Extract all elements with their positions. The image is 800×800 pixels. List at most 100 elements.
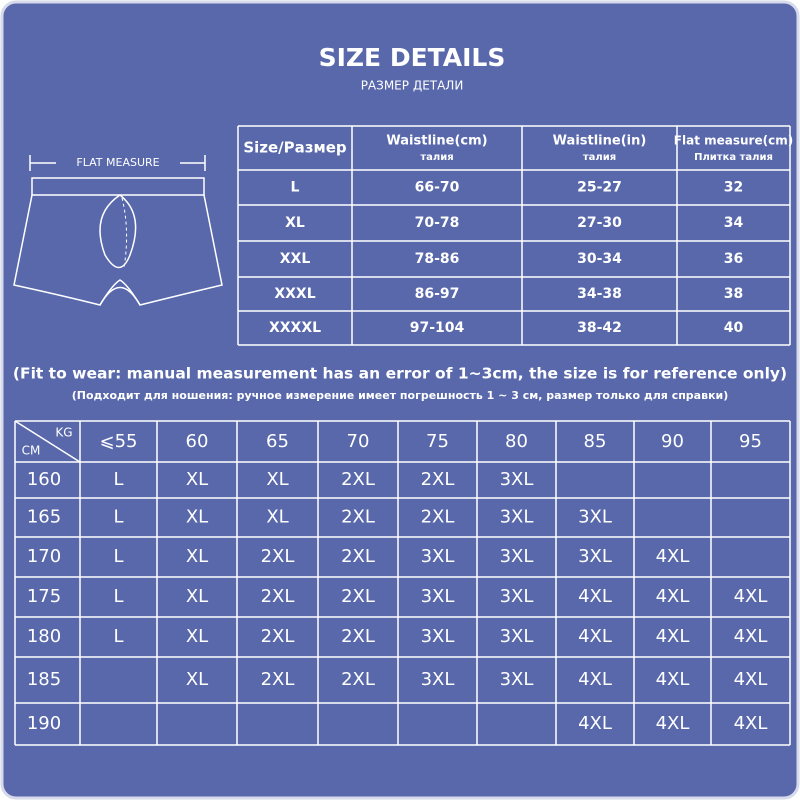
- size-cell: XL: [186, 507, 208, 528]
- table-cell: 66-70: [415, 180, 460, 196]
- table-cell: 25-27: [577, 180, 622, 196]
- header-subcell: талия: [420, 152, 453, 163]
- table-cell: 30-34: [577, 251, 622, 267]
- size-cell: XL: [186, 626, 208, 647]
- size-cell: XL: [266, 469, 288, 490]
- size-cell: 4XL: [734, 586, 768, 607]
- size-cell: XL: [186, 586, 208, 607]
- size-cell: 2XL: [341, 469, 375, 490]
- size-cell: 2XL: [261, 669, 295, 690]
- header-cell: Waistline(in): [553, 134, 647, 149]
- column-header: ⩽55: [100, 431, 138, 452]
- size-cell: 2XL: [261, 626, 295, 647]
- size-cell: L: [113, 507, 123, 528]
- column-header: 60: [186, 431, 209, 452]
- row-header: 170: [27, 546, 61, 567]
- column-header: 95: [739, 431, 762, 452]
- header-subcell: талия: [583, 152, 616, 163]
- size-cell: 3XL: [500, 586, 534, 607]
- size-cell: XL: [266, 507, 288, 528]
- column-header: 85: [584, 431, 607, 452]
- size-cell: 3XL: [421, 586, 455, 607]
- size-cell: XL: [186, 546, 208, 567]
- size-cell: L: [113, 626, 123, 647]
- table-cell: 40: [724, 320, 744, 336]
- size-cell: 2XL: [341, 669, 375, 690]
- size-cell: 2XL: [341, 626, 375, 647]
- row-header: 180: [27, 626, 61, 647]
- header-cell: Waistline(cm): [386, 134, 487, 149]
- size-cell: 4XL: [656, 713, 690, 734]
- row-header: 160: [27, 469, 61, 490]
- flat-measure-label: FLAT MEASURE: [76, 156, 159, 169]
- column-header: 65: [266, 431, 289, 452]
- size-cell: 3XL: [421, 546, 455, 567]
- size-cell: 3XL: [500, 626, 534, 647]
- column-header: 80: [505, 431, 528, 452]
- corner-diagonal: [14, 420, 81, 463]
- table-cell: XXXL: [274, 286, 315, 302]
- column-header: 90: [661, 431, 684, 452]
- table-cell: L: [291, 180, 300, 196]
- subtitle: РАЗМЕР ДЕТАЛИ: [361, 79, 464, 93]
- size-cell: 3XL: [500, 507, 534, 528]
- table-cell: 86-97: [415, 286, 460, 302]
- corner-top: KG: [55, 426, 72, 440]
- size-cell: 3XL: [500, 669, 534, 690]
- table-cell: XL: [285, 215, 305, 231]
- size-cell: 4XL: [734, 669, 768, 690]
- note-en: (Fit to wear: manual measurement has an …: [13, 365, 787, 383]
- size-cell: XL: [186, 469, 208, 490]
- row-header: 175: [27, 586, 61, 607]
- note-ru: (Подходит для ношения: ручное измерение …: [72, 389, 729, 402]
- column-header: 75: [426, 431, 449, 452]
- row-header: 190: [27, 713, 61, 734]
- size-cell: 2XL: [341, 507, 375, 528]
- size-cell: 4XL: [656, 669, 690, 690]
- table-cell: 34-38: [577, 286, 622, 302]
- size-cell: 4XL: [734, 626, 768, 647]
- size-cell: 2XL: [261, 586, 295, 607]
- size-cell: XL: [186, 669, 208, 690]
- size-cell: L: [113, 469, 123, 490]
- row-header: 165: [27, 507, 61, 528]
- size-cell: 4XL: [578, 586, 612, 607]
- table-cell: 36: [724, 251, 743, 267]
- size-cell: 4XL: [656, 586, 690, 607]
- table-cell: 78-86: [415, 251, 460, 267]
- size-cell: 3XL: [578, 546, 612, 567]
- table-cell: 38-42: [577, 320, 622, 336]
- table-cell: 34: [724, 215, 744, 231]
- header-cell: Size/Размер: [243, 139, 347, 157]
- table-cell: 97-104: [410, 320, 465, 336]
- table-cell: 27-30: [577, 215, 622, 231]
- title: SIZE DETAILS: [319, 43, 506, 72]
- size-cell: 3XL: [500, 469, 534, 490]
- size-cell: 2XL: [261, 546, 295, 567]
- size-cell: 3XL: [578, 507, 612, 528]
- header-cell: Flat measure(cm): [674, 134, 793, 148]
- corner-bottom: CM: [22, 444, 41, 458]
- size-cell: L: [113, 546, 123, 567]
- size-cell: 4XL: [578, 713, 612, 734]
- size-cell: L: [113, 586, 123, 607]
- size-cell: 4XL: [656, 626, 690, 647]
- size-cell: 2XL: [421, 507, 455, 528]
- table-cell: 32: [724, 180, 743, 196]
- header-subcell: Плитка талия: [694, 152, 773, 163]
- size-cell: 2XL: [341, 586, 375, 607]
- size-cell: 4XL: [734, 713, 768, 734]
- column-header: 70: [347, 431, 370, 452]
- size-cell: 4XL: [656, 546, 690, 567]
- size-cell: 2XL: [421, 469, 455, 490]
- row-header: 185: [27, 669, 61, 690]
- size-cell: 4XL: [578, 626, 612, 647]
- size-cell: 3XL: [421, 626, 455, 647]
- size-cell: 2XL: [341, 546, 375, 567]
- underwear-drawing: FLAT MEASURE: [13, 155, 223, 306]
- table-cell: 38: [724, 286, 743, 302]
- size-cell: 3XL: [500, 546, 534, 567]
- size-cell: 3XL: [421, 669, 455, 690]
